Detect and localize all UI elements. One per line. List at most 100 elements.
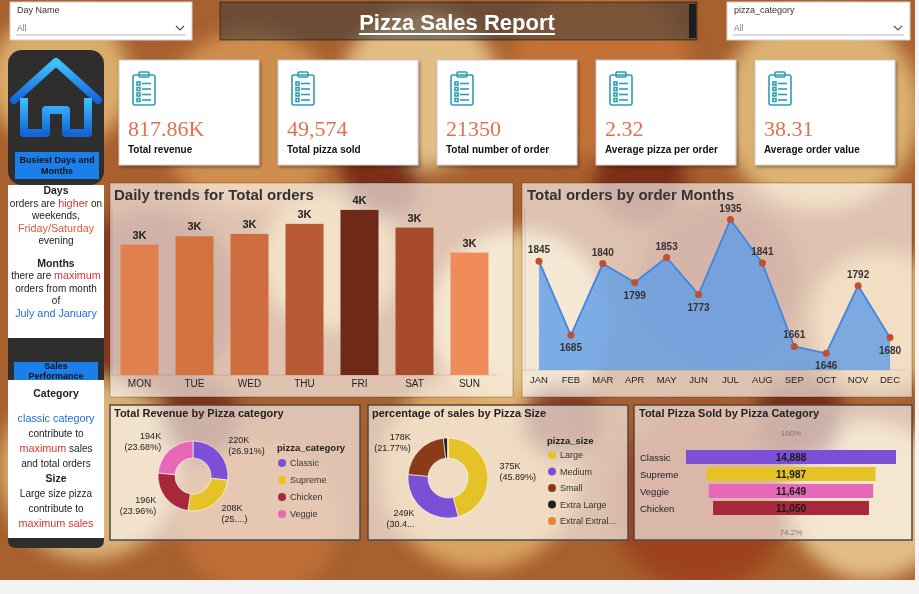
data-label: 1773 — [687, 302, 710, 313]
icon-line — [142, 83, 151, 85]
bar — [286, 224, 324, 375]
icon-check — [137, 82, 140, 85]
slicer-label: Day Name — [17, 5, 60, 15]
icon-line — [778, 99, 787, 101]
bars — [121, 210, 489, 375]
legend-label: Small — [560, 483, 583, 493]
kpi-value: 817.86K — [128, 116, 205, 141]
sidebar-heading: Category — [33, 387, 79, 399]
icon-line — [619, 83, 628, 85]
bar — [451, 253, 489, 375]
icon-board — [133, 75, 155, 105]
icon-clip — [457, 72, 467, 77]
bar — [121, 245, 159, 375]
data-label: 249K(30.4... — [386, 508, 414, 529]
data-label-line: (30.4... — [386, 519, 414, 529]
legend-swatch — [548, 517, 556, 525]
data-label: 1646 — [815, 360, 838, 371]
sidebar-top — [8, 50, 104, 185]
footer-strip — [0, 580, 919, 594]
point — [599, 260, 606, 267]
home-icon[interactable] — [14, 62, 98, 100]
data-label-line: (26.91%) — [228, 446, 265, 456]
sidebar-run: maximum — [20, 442, 67, 454]
sidebar-text: contribute to — [28, 428, 83, 439]
sidebar-panel — [8, 185, 104, 338]
sidebar-text: Friday/Saturday — [18, 222, 95, 234]
filter-slicer[interactable]: Day NameAll — [10, 2, 192, 40]
sidebar-text: classic category — [18, 412, 95, 424]
kpi-icon — [451, 72, 473, 105]
bar — [176, 236, 214, 375]
chart-panel — [368, 405, 628, 540]
sidebar-run: there are — [11, 270, 54, 281]
slice — [408, 438, 446, 476]
sidebar-text: and total orders — [21, 458, 91, 469]
funnel-bar — [709, 484, 873, 498]
y-tick-label: Veggie — [640, 486, 669, 497]
data-label-line: 178K — [390, 432, 411, 442]
icon-line — [142, 99, 151, 101]
slicer-underline — [16, 35, 186, 36]
home-icon — [24, 98, 88, 133]
icon-clip — [298, 72, 308, 77]
chart-title: Total orders by order Months — [527, 186, 734, 203]
slicer-value: All — [734, 23, 744, 33]
section-heading-line: Months — [41, 166, 73, 176]
kpi-card: 2.32Average pizza per order — [596, 60, 736, 165]
sidebar-text: orders are higher on — [10, 197, 102, 209]
dashboard: Day NameAllpizza_categoryAllPizza Sales … — [0, 0, 919, 594]
point — [887, 334, 894, 341]
x-tick-label: AUG — [752, 374, 773, 385]
data-label: 3K — [407, 212, 421, 224]
kpi-value: 38.31 — [764, 116, 814, 141]
kpi-icon — [133, 72, 155, 105]
icon-line — [301, 83, 310, 85]
data-label-line: (45.89%) — [500, 472, 537, 482]
legend-swatch — [278, 459, 286, 467]
section-heading: Busiest Days andMonths — [19, 155, 94, 176]
x-tick-label: SAT — [405, 378, 424, 389]
sidebar-text: contribute to — [28, 503, 83, 514]
y-tick-label: Classic — [640, 452, 671, 463]
icon-line — [142, 88, 151, 90]
data-label: 220K(26.91%) — [228, 435, 265, 456]
sidebar-run: on — [88, 198, 102, 209]
legend-label: Extra Large — [560, 500, 607, 510]
data-label: 375K(45.89%) — [500, 461, 537, 482]
icon-line — [619, 99, 628, 101]
bar — [341, 210, 379, 375]
icon-line — [460, 94, 469, 96]
legend-title: pizza_category — [277, 442, 346, 453]
line — [539, 220, 890, 354]
sidebar-run: Large size pizza — [20, 488, 93, 499]
funnel-bar — [686, 450, 896, 464]
point — [727, 216, 734, 223]
data-label: 3K — [187, 220, 201, 232]
sidebar-run: classic category — [18, 412, 95, 424]
sidebar-run: Friday/Saturday — [18, 222, 95, 234]
slice — [158, 441, 193, 475]
sidebar-text: maximum sales — [20, 442, 93, 454]
y-axis-line — [525, 208, 526, 370]
sidebar-run: weekends, — [31, 210, 80, 221]
chart-title: Total Revenue by Pizza category — [114, 407, 285, 419]
icon-check — [296, 99, 299, 102]
filter-slicer[interactable]: pizza_categoryAll — [727, 2, 910, 40]
legend-swatch — [278, 493, 286, 501]
data-label: 14,888 — [776, 452, 807, 463]
data-label: 178K(21.77%) — [374, 432, 411, 453]
icon-line — [778, 83, 787, 85]
kpi-value: 49,574 — [287, 116, 348, 141]
edge-strip — [915, 0, 919, 580]
x-tick-label: THU — [294, 378, 315, 389]
data-label: 3K — [132, 229, 146, 241]
x-tick-label: FEB — [562, 374, 580, 385]
sidebar-bottom — [8, 538, 104, 548]
point — [535, 258, 542, 265]
area-group — [535, 216, 893, 370]
annotation: 100% — [781, 429, 801, 438]
icon-line — [460, 99, 469, 101]
data-label: 3K — [462, 237, 476, 249]
slice — [193, 441, 228, 480]
